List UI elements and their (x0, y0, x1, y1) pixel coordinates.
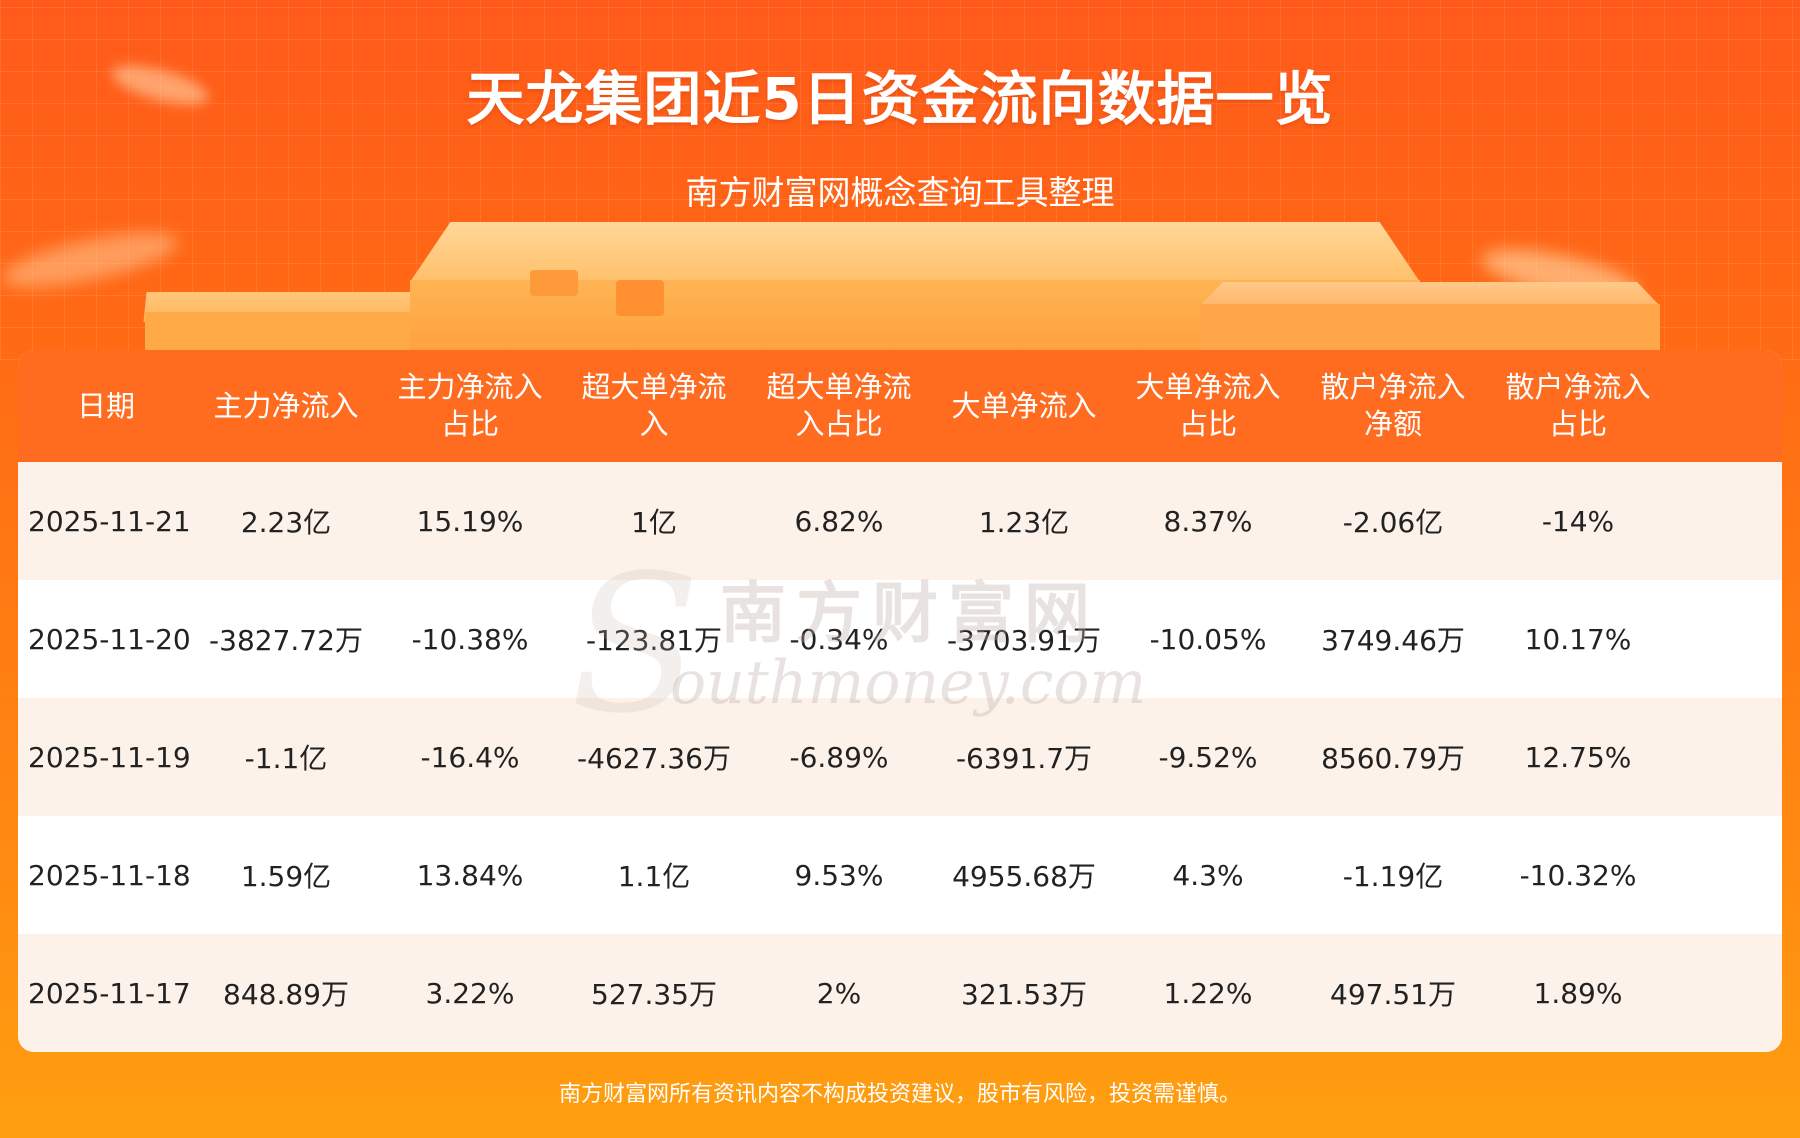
cell-xl-inflow: 527.35万 (591, 978, 717, 1011)
column-header-large-ratio: 大单净流入 占比 (1135, 370, 1281, 441)
fund-flow-table: 日期 主力净流入 主力净流入 占比 超大单净流 入 超大单净流 入占比 大单净流… (18, 350, 1782, 1052)
cell-large-inflow: -6391.7万 (955, 742, 1093, 775)
cell-retail-inflow: 497.51万 (1330, 978, 1456, 1011)
cell-retail-ratio: -14% (1541, 504, 1615, 538)
cell-date: 2025-11-20 (28, 622, 191, 656)
column-header-xl-inflow: 超大单净流 入 (581, 370, 727, 441)
column-header-date: 日期 (76, 388, 135, 423)
cell-retail-ratio: 1.89% (1533, 976, 1623, 1010)
cell-date: 2025-11-21 (28, 504, 191, 538)
cell-retail-inflow: 3749.46万 (1321, 624, 1465, 657)
column-header-xl-ratio: 超大单净流 入占比 (766, 370, 912, 441)
column-header-main-ratio: 主力净流入 占比 (397, 370, 543, 441)
table-row: 2025-11-21 2.23亿 15.19% 1亿 6.82% 1.23亿 8… (18, 462, 1782, 580)
cell-xl-inflow: 1亿 (631, 506, 677, 539)
cell-xl-inflow: -4627.36万 (577, 742, 731, 775)
cell-main-ratio: -10.38% (411, 622, 529, 656)
cell-xl-ratio: -0.34% (789, 622, 889, 656)
footer-disclaimer: 南方财富网所有资讯内容不构成投资建议，股市有风险，投资需谨慎。 (558, 1082, 1241, 1107)
table-row: 2025-11-18 1.59亿 13.84% 1.1亿 9.53% 4955.… (18, 816, 1782, 934)
decorative-block (1200, 304, 1660, 354)
cell-main-ratio: -16.4% (420, 740, 520, 774)
cell-retail-inflow: -1.19亿 (1342, 860, 1444, 893)
cell-large-inflow: 4955.68万 (952, 860, 1096, 893)
cell-large-inflow: 321.53万 (961, 978, 1087, 1011)
decorative-block (410, 222, 1420, 282)
cell-date: 2025-11-17 (28, 976, 191, 1010)
cell-xl-ratio: 9.53% (794, 858, 884, 892)
page-subtitle: 南方财富网概念查询工具整理 (685, 173, 1115, 212)
cell-date: 2025-11-18 (28, 858, 191, 892)
cell-large-ratio: 4.3% (1172, 858, 1244, 892)
cell-xl-inflow: 1.1亿 (617, 860, 691, 893)
cell-retail-ratio: -10.32% (1519, 858, 1637, 892)
cell-main-ratio: 15.19% (416, 504, 524, 538)
cell-main-inflow: 1.59亿 (240, 860, 332, 893)
column-header-retail-ratio: 散户净流入 占比 (1505, 370, 1651, 441)
cell-retail-ratio: 12.75% (1524, 740, 1632, 774)
cell-xl-ratio: 6.82% (794, 504, 884, 538)
cell-xl-ratio: 2% (816, 976, 862, 1010)
cell-main-inflow: -3827.72万 (209, 624, 363, 657)
column-header-large-inflow: 大单净流入 (951, 388, 1097, 423)
cell-large-ratio: 8.37% (1163, 504, 1253, 538)
cell-large-inflow: 1.23亿 (978, 506, 1070, 539)
cell-retail-inflow: 8560.79万 (1321, 742, 1465, 775)
decorative-block (530, 270, 578, 296)
cell-retail-inflow: -2.06亿 (1342, 506, 1444, 539)
cell-large-ratio: 1.22% (1163, 976, 1253, 1010)
table-header-row: 日期 主力净流入 主力净流入 占比 超大单净流 入 超大单净流 入占比 大单净流… (18, 350, 1782, 462)
cell-main-ratio: 13.84% (416, 858, 524, 892)
column-header-main-inflow: 主力净流入 (213, 388, 359, 423)
cell-xl-ratio: -6.89% (789, 740, 889, 774)
page-title: 天龙集团近5日资金流向数据一览 (466, 65, 1334, 133)
cell-main-inflow: 2.23亿 (240, 506, 332, 539)
cell-large-inflow: -3703.91万 (947, 624, 1101, 657)
decorative-block (1200, 282, 1660, 306)
cell-large-ratio: -9.52% (1158, 740, 1258, 774)
cell-large-ratio: -10.05% (1149, 622, 1267, 656)
table-row: 2025-11-19 -1.1亿 -16.4% -4627.36万 -6.89%… (18, 698, 1782, 816)
cell-xl-inflow: -123.81万 (585, 624, 723, 657)
cell-main-ratio: 3.22% (425, 976, 515, 1010)
cell-main-inflow: -1.1亿 (244, 742, 328, 775)
cell-main-inflow: 848.89万 (223, 978, 349, 1011)
table-row: 2025-11-17 848.89万 3.22% 527.35万 2% 321.… (18, 934, 1782, 1052)
table-row: 2025-11-20 -3827.72万 -10.38% -123.81万 -0… (18, 580, 1782, 698)
decorative-block (616, 280, 664, 316)
column-header-retail-inflow: 散户净流入 净额 (1320, 370, 1466, 441)
cell-date: 2025-11-19 (28, 740, 191, 774)
cell-retail-ratio: 10.17% (1524, 622, 1632, 656)
